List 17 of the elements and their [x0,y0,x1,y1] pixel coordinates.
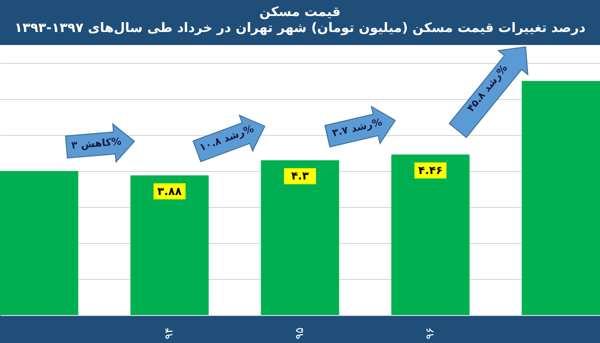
bar [391,154,470,315]
annotation: رشد ۳.۷% [331,117,384,140]
bar [522,81,600,315]
x-tick-label: ۹۵ [293,327,306,340]
bar [0,171,78,315]
bar [260,160,340,315]
chart-subtitle: درصد تغییرات قیمت مسکن (میلیون تومان) شهر تهران در خرداد طی سال‌های ۱۳۹۷-۱۳۹۳ [14,21,586,36]
chart-title: قیمت مسکن [259,5,341,20]
bar [130,175,209,315]
annotation: رشد ۴۵.۸% [465,63,510,114]
data-label: ۴.۴۶ [418,164,443,177]
annotation: رشد ۱۰.۸% [198,124,256,154]
data-label: ۳.۸۸ [157,184,182,198]
annotation: کاهش ۳% [70,136,122,152]
data-label: ۴.۳ [291,170,310,183]
x-tick-label: ۹۴ [162,327,176,340]
x-tick-label: ۹۶ [423,328,436,340]
